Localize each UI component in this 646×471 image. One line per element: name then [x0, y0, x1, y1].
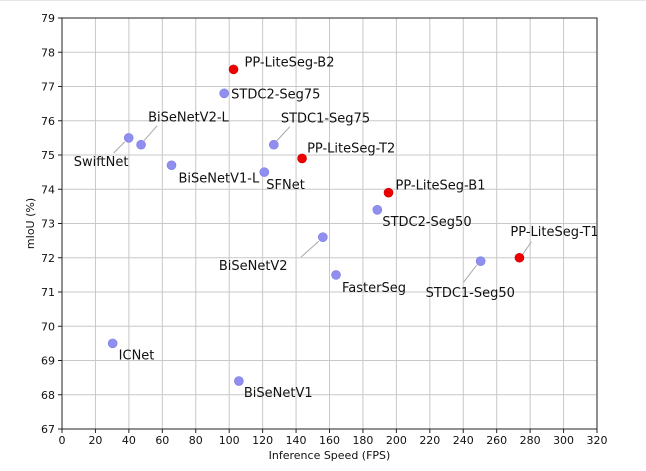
x-tick-label: 120 — [252, 434, 273, 447]
data-point-pp-liteseg-b2 — [228, 64, 239, 75]
data-point-stdc1-seg75 — [269, 139, 279, 150]
x-tick-label: 200 — [386, 434, 407, 447]
leader-line — [300, 240, 320, 258]
x-axis-ticks: 0 20 40 60 80 100 120 140 160 180 200 220 240 260 280 3… — [59, 429, 608, 447]
y-tick-label: 71 — [41, 286, 55, 299]
x-tick-label: 20 — [88, 434, 102, 447]
point-label: SwiftNet — [74, 155, 129, 170]
data-point-sfnet — [259, 167, 270, 177]
data-point-stdc1-seg50 — [475, 256, 486, 266]
data-point-bisenetv1 — [234, 376, 244, 386]
data-point-icnet — [107, 338, 118, 349]
point-label: STDC2-Seg75 — [231, 87, 320, 102]
y-tick-label: 78 — [41, 46, 55, 59]
point-label: STDC1-Seg75 — [281, 112, 370, 127]
y-tick-label: 75 — [41, 149, 55, 162]
y-tick-label: 69 — [41, 355, 55, 368]
x-tick-label: 60 — [155, 434, 169, 447]
x-tick-label: 160 — [319, 434, 340, 447]
point-label: BiSeNetV1-L — [179, 171, 260, 186]
y-axis-label: mIoU (%) — [24, 198, 37, 249]
leader-line — [113, 141, 126, 154]
x-axis-label: Inference Speed (FPS) — [269, 449, 391, 462]
point-label: BiSeNetV2 — [219, 259, 288, 274]
point-label: PP-LiteSeg-B1 — [396, 179, 486, 194]
point-label: SFNet — [266, 178, 305, 193]
x-tick-label: 40 — [122, 434, 136, 447]
top-divider — [0, 0, 646, 1]
grid — [61, 17, 598, 430]
data-point-bisenetv2 — [318, 232, 328, 242]
x-tick-label: 180 — [352, 434, 373, 447]
point-label: STDC1-Seg50 — [426, 286, 515, 301]
point-label: ICNet — [119, 348, 155, 363]
point-label: BiSeNetV1 — [244, 386, 313, 401]
point-labels: PP-LiteSeg-B2 PP-LiteSeg-T2 PP-LiteSeg-B1 P… — [74, 55, 599, 401]
y-tick-label: 74 — [41, 183, 55, 196]
x-tick-label: 80 — [189, 434, 203, 447]
leader-lines — [113, 125, 532, 283]
x-tick-label: 320 — [587, 434, 608, 447]
point-label: BiSeNetV2-L — [148, 111, 229, 126]
data-point-stdc2-seg75 — [219, 88, 229, 99]
x-tick-label: 140 — [286, 434, 307, 447]
data-point-pp-liteseg-t1 — [514, 252, 525, 263]
data-point-bisenetv1-l — [166, 160, 177, 171]
x-tick-label: 280 — [520, 434, 541, 447]
data-point-swiftnet — [123, 133, 134, 143]
y-tick-label: 70 — [41, 320, 55, 333]
y-axis-ticks: 67 68 69 70 71 72 73 74 75 76 77 78 79 — [41, 12, 62, 436]
y-tick-label: 67 — [41, 423, 55, 436]
y-tick-label: 76 — [41, 115, 55, 128]
y-tick-label: 77 — [41, 81, 55, 94]
point-label: PP-LiteSeg-T1 — [510, 225, 598, 240]
data-point-pp-liteseg-t2 — [297, 153, 307, 164]
x-tick-label: 100 — [219, 434, 240, 447]
leader-line — [522, 241, 532, 256]
x-tick-label: 0 — [59, 434, 66, 447]
point-label: PP-LiteSeg-B2 — [245, 55, 335, 70]
y-tick-label: 73 — [41, 218, 55, 231]
y-tick-label: 79 — [41, 12, 55, 25]
point-label: PP-LiteSeg-T2 — [307, 141, 395, 156]
y-tick-label: 72 — [41, 252, 55, 265]
leader-line — [463, 264, 478, 283]
leader-line — [276, 126, 291, 142]
x-tick-label: 240 — [453, 434, 474, 447]
x-tick-label: 300 — [553, 434, 574, 447]
data-point-fasterseg — [331, 270, 341, 280]
x-tick-label: 220 — [419, 434, 440, 447]
data-point-bisenetv2-l — [136, 139, 146, 150]
leader-line — [143, 125, 158, 142]
data-point-pp-liteseg-b1 — [383, 187, 394, 198]
point-label: STDC2-Seg50 — [382, 215, 471, 230]
point-label: FasterSeg — [342, 281, 406, 296]
data-points — [107, 64, 525, 386]
data-point-stdc2-seg50 — [372, 205, 383, 215]
x-tick-label: 260 — [486, 434, 507, 447]
y-tick-label: 68 — [41, 389, 55, 402]
